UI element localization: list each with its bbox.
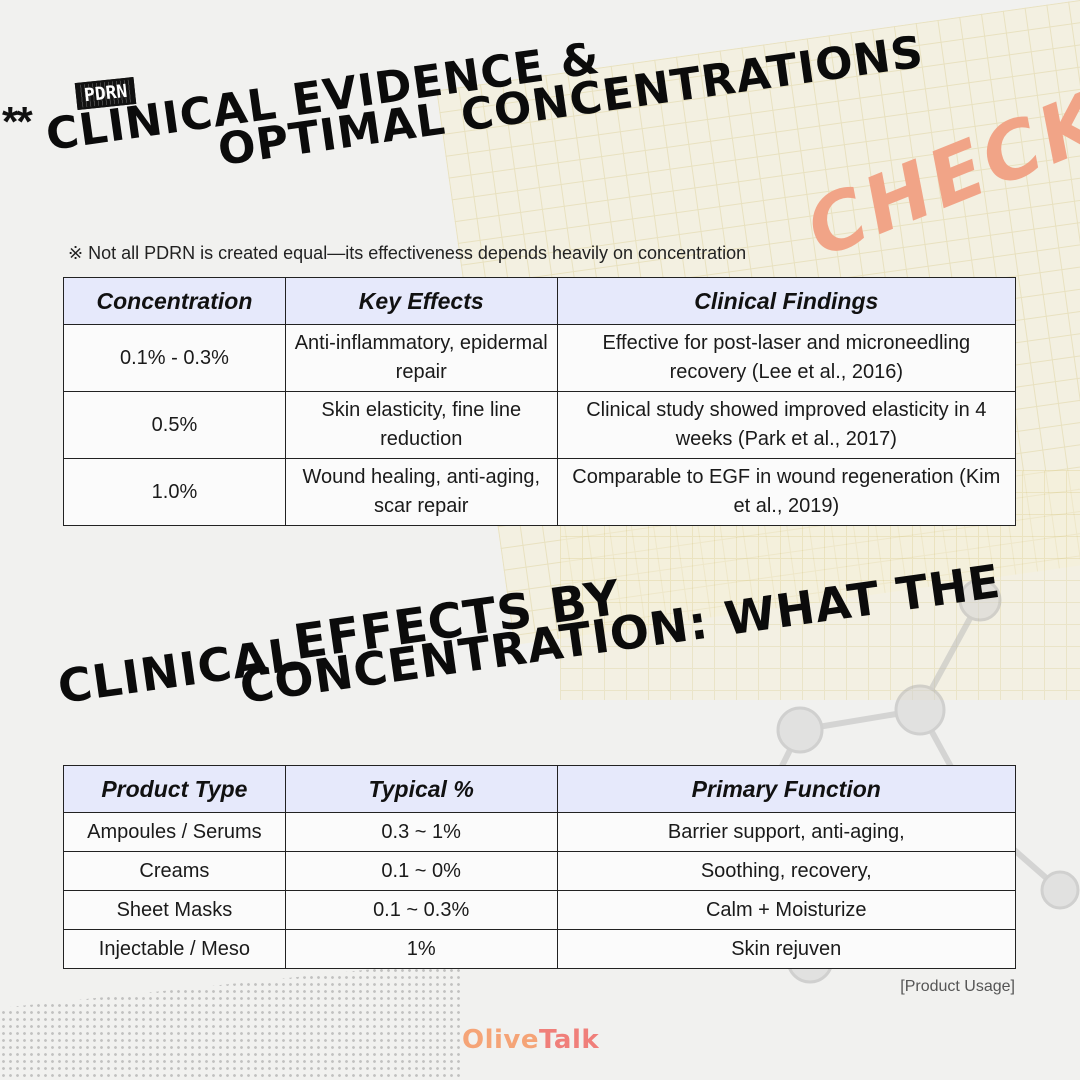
asterisk-stars-icon: ** <box>2 98 33 145</box>
table-row: 0.1% - 0.3% Anti-inflammatory, epidermal… <box>63 324 1017 392</box>
table-cell: Creams <box>63 851 286 891</box>
table-row: Ampoules / Serums 0.3 ~ 1% Barrier suppo… <box>63 812 1017 852</box>
logo-part-olive: Olive <box>462 1025 540 1055</box>
table-cell: Soothing, recovery, <box>556 851 1017 891</box>
table-cell: Ampoules / Serums <box>63 812 286 852</box>
table-caption: [Product Usage] <box>900 978 1015 995</box>
table-cell: Injectable / Meso <box>63 929 286 969</box>
column-header: Clinical Findings <box>556 277 1017 325</box>
table-cell: 1.0% <box>63 458 286 526</box>
table-cell: 0.5% <box>63 391 286 459</box>
table-row: 0.5% Skin elasticity, fine line reductio… <box>63 391 1017 459</box>
halftone-dots-decoration <box>0 960 460 1080</box>
table-row: 1.0% Wound healing, anti-aging, scar rep… <box>63 458 1017 526</box>
table-row: Creams 0.1 ~ 0% Soothing, recovery, <box>63 851 1017 891</box>
logo-part-talk: Talk <box>539 1025 600 1055</box>
column-header: Key Effects <box>284 277 558 325</box>
table-cell: Comparable to EGF in wound regeneration … <box>556 458 1017 526</box>
concentration-note: ※ Not all PDRN is created equal—its effe… <box>68 243 747 263</box>
table-cell: Wound healing, anti-aging, scar repair <box>284 458 558 526</box>
olivetalk-logo: OliveTalk <box>462 1025 599 1055</box>
column-header: Product Type <box>63 765 286 813</box>
table-cell: 1% <box>284 929 558 969</box>
table-header-row: Product Type Typical % Primary Function <box>63 765 1017 813</box>
table-cell: 0.1 ~ 0.3% <box>284 890 558 930</box>
column-header: Primary Function <box>556 765 1017 813</box>
table-cell: Calm + Moisturize <box>556 890 1017 930</box>
table-header-row: Concentration Key Effects Clinical Findi… <box>63 277 1017 325</box>
column-header: Concentration <box>63 277 286 325</box>
table-row: Sheet Masks 0.1 ~ 0.3% Calm + Moisturize <box>63 890 1017 930</box>
table-cell: 0.1% - 0.3% <box>63 324 286 392</box>
table-cell: Skin elasticity, fine line reduction <box>284 391 558 459</box>
table-cell: 0.3 ~ 1% <box>284 812 558 852</box>
table-cell: 0.1 ~ 0% <box>284 851 558 891</box>
table-cell: Effective for post-laser and microneedli… <box>556 324 1017 392</box>
table-row: Injectable / Meso 1% Skin rejuven <box>63 929 1017 969</box>
product-usage-table: Product Type Typical % Primary Function … <box>63 765 1017 969</box>
table-cell: Barrier support, anti-aging, <box>556 812 1017 852</box>
column-header: Typical % <box>284 765 558 813</box>
table-cell: Anti-inflammatory, epidermal repair <box>284 324 558 392</box>
concentration-table: Concentration Key Effects Clinical Findi… <box>63 277 1017 526</box>
table-cell: Sheet Masks <box>63 890 286 930</box>
table-cell: Skin rejuven <box>556 929 1017 969</box>
table-cell: Clinical study showed improved elasticit… <box>556 391 1017 459</box>
